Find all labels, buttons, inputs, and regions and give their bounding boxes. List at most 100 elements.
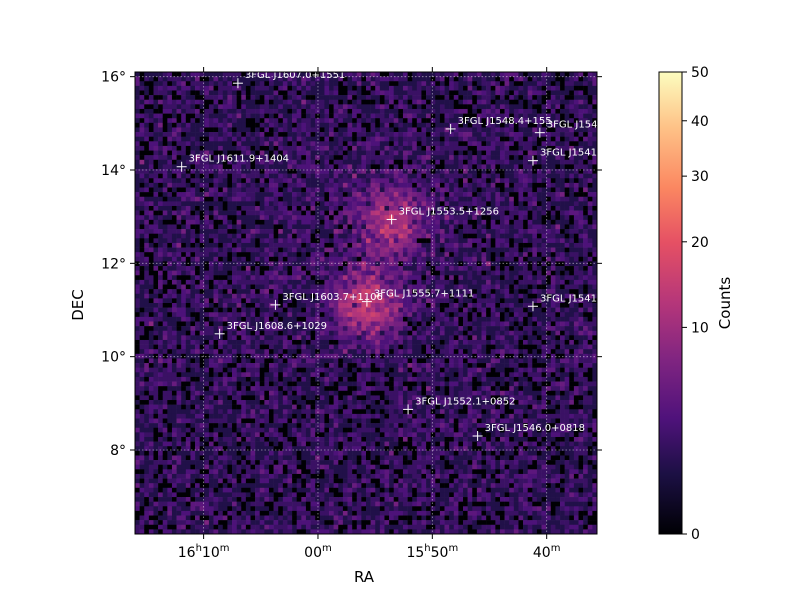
- heatmap-cell: [167, 464, 173, 470]
- heatmap-cell: [255, 386, 261, 392]
- heatmap-cell: [273, 108, 279, 114]
- heatmap-cell: [162, 464, 168, 470]
- heatmap-cell: [278, 353, 284, 359]
- heatmap-cell: [324, 353, 330, 359]
- heatmap-cell: [282, 178, 288, 184]
- heatmap-cell: [213, 312, 219, 318]
- heatmap-cell: [250, 150, 256, 156]
- heatmap-cell: [135, 298, 140, 304]
- heatmap-cell: [185, 423, 191, 429]
- heatmap-cell: [181, 155, 187, 161]
- heatmap-cell: [208, 358, 214, 364]
- heatmap-cell: [232, 95, 237, 101]
- heatmap-cell: [185, 155, 191, 161]
- heatmap-cell: [305, 409, 311, 415]
- heatmap-cell: [356, 72, 362, 77]
- heatmap-cell: [158, 95, 164, 101]
- heatmap-cell: [171, 164, 177, 170]
- heatmap-cell: [176, 529, 182, 534]
- heatmap-cell: [292, 529, 297, 534]
- heatmap-cell: [135, 520, 140, 526]
- heatmap-cell: [176, 455, 182, 461]
- heatmap-cell: [148, 344, 154, 350]
- heatmap-cell: [315, 90, 321, 96]
- heatmap-cell: [347, 427, 353, 433]
- heatmap-cell: [181, 432, 187, 438]
- heatmap-cell: [338, 104, 344, 110]
- heatmap-cell: [352, 72, 358, 77]
- heatmap-cell: [199, 381, 205, 387]
- heatmap-cell: [199, 446, 205, 452]
- heatmap-cell: [310, 395, 316, 401]
- heatmap-cell: [259, 192, 265, 198]
- heatmap-cell: [139, 122, 145, 128]
- heatmap-cell: [273, 510, 279, 516]
- heatmap-cell: [213, 321, 219, 327]
- heatmap-cell: [181, 367, 187, 373]
- heatmap-cell: [139, 529, 145, 534]
- heatmap-cell: [167, 312, 173, 318]
- heatmap-cell: [361, 307, 367, 313]
- heatmap-cell: [139, 307, 145, 313]
- heatmap-cell: [190, 178, 196, 184]
- heatmap-cell: [232, 256, 237, 262]
- heatmap-cell: [185, 510, 191, 516]
- heatmap-cell: [282, 326, 288, 332]
- heatmap-cell: [333, 353, 339, 359]
- heatmap-cell: [144, 409, 150, 415]
- heatmap-cell: [236, 349, 242, 355]
- heatmap-cell: [195, 169, 200, 174]
- heatmap-cell: [135, 386, 140, 392]
- heatmap-cell: [292, 363, 297, 368]
- heatmap-cell: [287, 529, 293, 534]
- heatmap-cell: [171, 395, 177, 401]
- heatmap-cell: [190, 358, 196, 364]
- heatmap-cell: [204, 81, 210, 87]
- heatmap-cell: [361, 118, 367, 124]
- heatmap-cell: [296, 229, 302, 234]
- heatmap-cell: [236, 386, 242, 392]
- heatmap-cell: [232, 358, 237, 364]
- heatmap-cell: [139, 108, 145, 114]
- heatmap-cell: [361, 261, 367, 267]
- heatmap-cell: [167, 460, 173, 465]
- heatmap-cell: [264, 367, 270, 373]
- heatmap-cell: [222, 335, 228, 341]
- heatmap-cell: [153, 469, 159, 475]
- heatmap-cell: [282, 155, 288, 161]
- heatmap-cell: [241, 455, 247, 461]
- heatmap-cell: [329, 252, 334, 258]
- heatmap-cell: [176, 81, 182, 87]
- heatmap-cell: [176, 90, 182, 96]
- heatmap-cell: [222, 201, 228, 207]
- heatmap-cell: [278, 132, 284, 137]
- heatmap-cell: [135, 76, 140, 82]
- heatmap-cell: [352, 233, 358, 239]
- heatmap-cell: [222, 423, 228, 429]
- heatmap-cell: [356, 95, 362, 101]
- heatmap-cell: [310, 113, 316, 119]
- heatmap-cell: [301, 501, 307, 507]
- heatmap-cell: [190, 205, 196, 211]
- heatmap-cell: [222, 72, 228, 77]
- heatmap-cell: [329, 524, 334, 530]
- heatmap-cell: [356, 524, 362, 530]
- heatmap-cell: [245, 261, 251, 267]
- heatmap-cell: [352, 145, 358, 151]
- heatmap-cell: [199, 520, 205, 526]
- heatmap-cell: [255, 427, 261, 433]
- heatmap-cell: [241, 395, 247, 401]
- heatmap-cell: [204, 303, 210, 308]
- heatmap-cell: [204, 136, 210, 142]
- heatmap-cell: [135, 95, 140, 101]
- heatmap-cell: [190, 330, 196, 336]
- heatmap-cell: [245, 455, 251, 461]
- heatmap-cell: [144, 529, 150, 534]
- heatmap-cell: [278, 169, 284, 174]
- heatmap-cell: [232, 312, 237, 318]
- heatmap-cell: [333, 99, 339, 105]
- heatmap-cell: [158, 492, 164, 498]
- heatmap-cell: [292, 303, 297, 308]
- heatmap-cell: [287, 520, 293, 526]
- heatmap-cell: [273, 330, 279, 336]
